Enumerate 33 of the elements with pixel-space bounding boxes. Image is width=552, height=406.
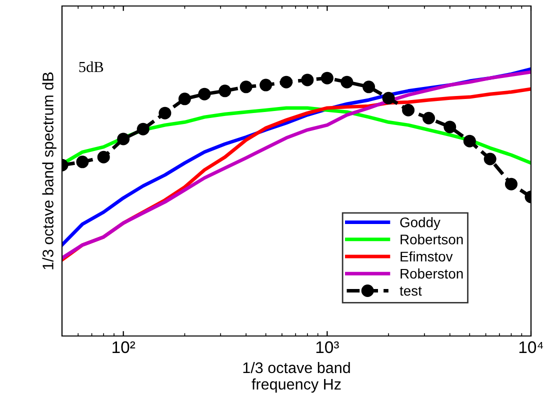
point [136, 122, 150, 136]
x-axis-title: 1/3 octave band frequency Hz [243, 362, 350, 393]
point [444, 120, 456, 134]
point [260, 78, 272, 92]
legend-label: Goddy [400, 217, 440, 230]
point [280, 76, 293, 88]
point [158, 106, 172, 120]
point [402, 104, 415, 116]
point [240, 80, 252, 94]
x-tick-label: 10⁴ [519, 341, 544, 354]
legend-label: Roberston [400, 268, 463, 279]
legend-label: test [400, 286, 422, 296]
point [362, 80, 376, 94]
annotation: 5dB [79, 61, 104, 72]
x-tick-label: 10³ [316, 341, 339, 354]
legend-label: Efimstov [400, 251, 453, 262]
point [320, 72, 334, 84]
x-tick-label: 10² [112, 341, 136, 354]
point [340, 76, 354, 88]
point [218, 84, 232, 98]
point [198, 88, 211, 100]
point [382, 92, 395, 104]
point [422, 112, 435, 124]
point [504, 178, 518, 190]
point [76, 156, 89, 168]
point [117, 132, 130, 146]
point [97, 150, 110, 164]
legend-label: Robertson [400, 234, 463, 244]
point [463, 134, 476, 148]
y-axis-title: 1/3 octave band spectrum dB [42, 72, 56, 270]
point [484, 152, 496, 166]
point [178, 92, 191, 106]
point [301, 74, 314, 86]
